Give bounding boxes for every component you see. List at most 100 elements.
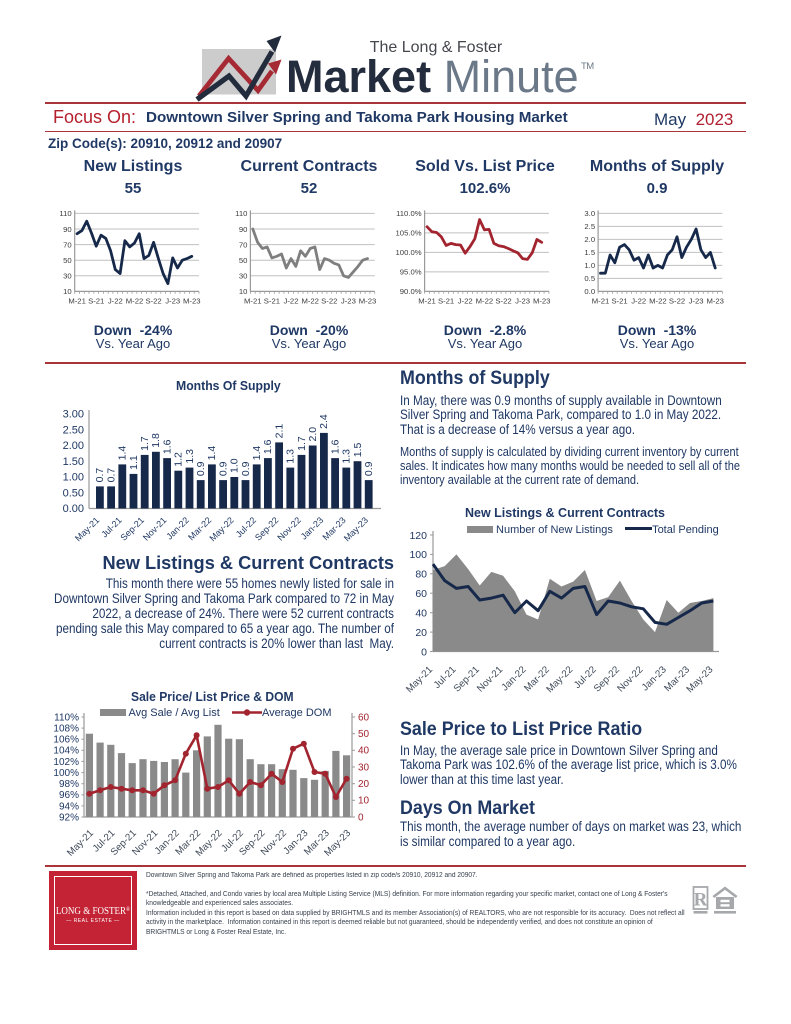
svg-text:1.00: 1.00 (63, 472, 84, 484)
svg-text:0.7: 0.7 (94, 468, 106, 483)
svg-text:May-23: May-23 (685, 664, 716, 695)
svg-text:M-21: M-21 (244, 296, 262, 305)
svg-text:S-22: S-22 (495, 296, 511, 305)
svg-text:50: 50 (63, 256, 72, 265)
svg-text:40: 40 (415, 608, 427, 620)
svg-text:50: 50 (358, 729, 370, 740)
svg-text:1.3: 1.3 (285, 449, 297, 464)
svg-text:J-23: J-23 (515, 296, 530, 305)
svg-text:90: 90 (63, 225, 72, 234)
svg-text:0.9: 0.9 (217, 461, 229, 476)
svg-text:2.00: 2.00 (63, 440, 84, 452)
svg-text:94%: 94% (59, 801, 79, 812)
svg-text:104%: 104% (53, 746, 79, 757)
svg-text:Sep-22: Sep-22 (253, 515, 281, 543)
svg-text:J-22: J-22 (631, 296, 646, 305)
svg-text:May-22: May-22 (207, 515, 235, 543)
svg-text:0.5: 0.5 (584, 274, 595, 283)
svg-text:10: 10 (358, 796, 370, 807)
svg-text:1.3: 1.3 (341, 449, 353, 464)
svg-text:J-23: J-23 (689, 296, 704, 305)
svg-text:1.5: 1.5 (352, 442, 364, 457)
svg-text:S-22: S-22 (669, 296, 685, 305)
svg-text:10: 10 (63, 287, 72, 296)
svg-text:50: 50 (239, 256, 248, 265)
svg-text:Nov-22: Nov-22 (275, 515, 303, 543)
svg-text:May-21: May-21 (404, 664, 435, 695)
svg-text:M-22: M-22 (301, 296, 319, 305)
svg-text:2.4: 2.4 (318, 414, 330, 429)
svg-text:90: 90 (239, 225, 248, 234)
svg-text:2.0: 2.0 (307, 427, 319, 442)
svg-text:60: 60 (415, 588, 427, 600)
svg-text:M-23: M-23 (183, 296, 201, 305)
svg-text:0.7: 0.7 (105, 468, 117, 483)
svg-text:M-21: M-21 (418, 296, 436, 305)
svg-text:0: 0 (421, 646, 427, 658)
svg-text:96%: 96% (59, 790, 79, 801)
svg-text:1.0: 1.0 (584, 261, 595, 270)
svg-text:Jan-23: Jan-23 (299, 515, 326, 542)
svg-text:0.9: 0.9 (363, 461, 375, 476)
svg-text:70: 70 (63, 240, 72, 249)
svg-text:0: 0 (358, 812, 364, 823)
svg-text:J-22: J-22 (108, 296, 123, 305)
svg-text:110: 110 (59, 209, 71, 218)
svg-text:40: 40 (358, 746, 370, 757)
svg-text:20: 20 (415, 627, 427, 639)
svg-text:M-22: M-22 (476, 296, 494, 305)
svg-text:M-23: M-23 (706, 296, 724, 305)
svg-text:J-22: J-22 (458, 296, 473, 305)
svg-text:Nov-21: Nov-21 (141, 515, 169, 543)
svg-text:110%: 110% (54, 712, 79, 723)
svg-text:3.00: 3.00 (63, 409, 84, 421)
svg-text:100%: 100% (53, 768, 79, 779)
svg-text:2.1: 2.1 (273, 424, 285, 439)
svg-text:30: 30 (358, 762, 370, 773)
svg-text:3.0: 3.0 (584, 209, 595, 218)
svg-text:2.50: 2.50 (63, 424, 84, 436)
svg-text:1.1: 1.1 (128, 455, 140, 470)
svg-text:M-21: M-21 (592, 296, 610, 305)
svg-text:Jan-22: Jan-22 (164, 515, 191, 542)
svg-text:1.8: 1.8 (150, 433, 162, 448)
svg-text:110.0%: 110.0% (396, 209, 422, 218)
svg-text:Nov-22: Nov-22 (615, 664, 645, 694)
svg-text:1.7: 1.7 (139, 436, 151, 451)
svg-text:1.50: 1.50 (63, 456, 84, 468)
svg-text:0.9: 0.9 (195, 461, 207, 476)
svg-text:105.0%: 105.0% (396, 229, 422, 238)
svg-text:1.0: 1.0 (229, 458, 241, 473)
svg-text:S-22: S-22 (145, 296, 161, 305)
svg-text:1.6: 1.6 (329, 439, 341, 454)
svg-text:70: 70 (239, 240, 248, 249)
svg-text:S-21: S-21 (264, 296, 280, 305)
svg-text:110: 110 (235, 209, 247, 218)
svg-text:May-21: May-21 (65, 828, 96, 859)
svg-text:May-22: May-22 (544, 664, 575, 695)
svg-text:20: 20 (358, 779, 370, 790)
svg-text:0.9: 0.9 (240, 461, 252, 476)
svg-text:M-22: M-22 (126, 296, 144, 305)
svg-text:R: R (694, 890, 708, 911)
svg-text:0.00: 0.00 (63, 503, 84, 515)
svg-text:98%: 98% (59, 779, 79, 790)
svg-text:1.4: 1.4 (117, 446, 129, 461)
svg-text:106%: 106% (53, 735, 79, 746)
svg-text:S-21: S-21 (438, 296, 454, 305)
svg-text:1.3: 1.3 (184, 449, 196, 464)
svg-text:1.4: 1.4 (251, 446, 263, 461)
svg-text:J-23: J-23 (341, 296, 356, 305)
svg-text:M-23: M-23 (533, 296, 551, 305)
svg-text:S-21: S-21 (88, 296, 104, 305)
svg-text:M-21: M-21 (68, 296, 86, 305)
svg-text:108%: 108% (53, 724, 79, 735)
svg-text:30: 30 (63, 272, 72, 281)
svg-text:S-21: S-21 (611, 296, 627, 305)
svg-text:2.5: 2.5 (584, 222, 595, 231)
svg-text:1.6: 1.6 (262, 439, 274, 454)
svg-text:May-23: May-23 (342, 515, 370, 543)
svg-text:102%: 102% (53, 757, 79, 768)
svg-text:J-22: J-22 (284, 296, 299, 305)
svg-text:1.4: 1.4 (206, 446, 218, 461)
